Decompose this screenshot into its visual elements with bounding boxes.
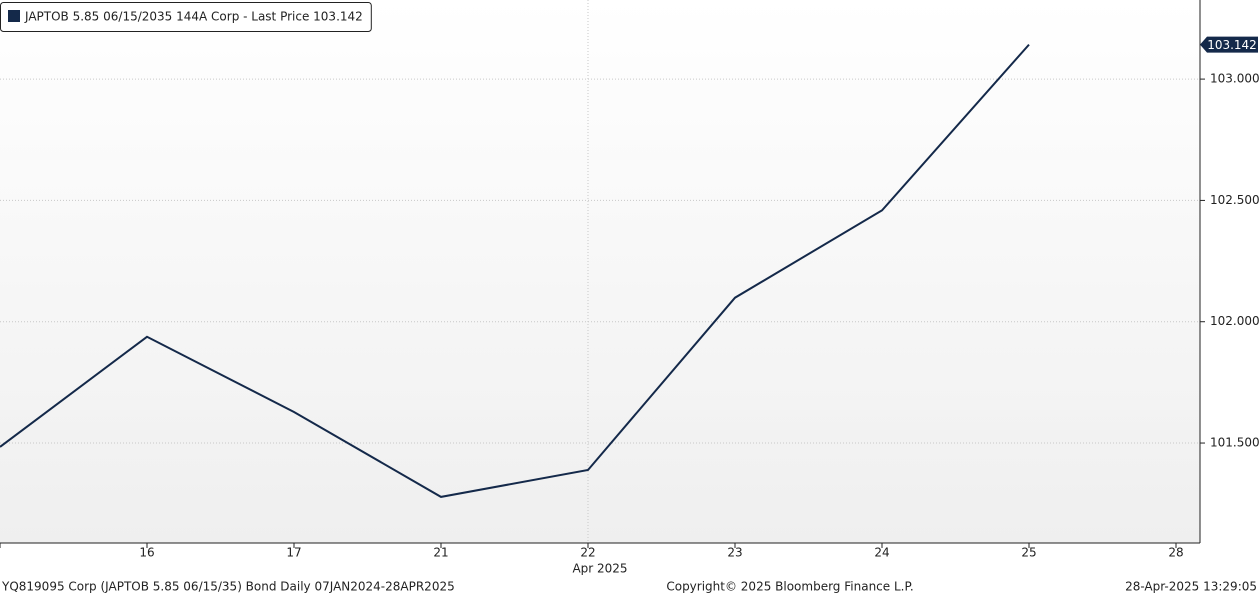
last-price-label: 103.142 [1207,38,1257,52]
y-tick-label: 102.000 [1210,314,1260,328]
legend: JAPTOB 5.85 06/15/2035 144A Corp - Last … [0,2,372,32]
x-tick-label: 23 [727,546,742,560]
y-tick-label: 101.500 [1210,436,1260,450]
footer-center: Copyright© 2025 Bloomberg Finance L.P. [666,580,913,594]
x-sublabel: Apr 2025 [572,562,627,576]
x-tick-label: 25 [1021,546,1036,560]
x-tick-label: 24 [874,546,889,560]
y-tick-label: 103.000 [1210,72,1260,86]
footer-left: YQ819095 Corp (JAPTOB 5.85 06/15/35) Bon… [1,580,455,594]
legend-label: JAPTOB 5.85 06/15/2035 144A Corp - Last … [24,10,363,24]
x-tick-label: 28 [1168,546,1183,560]
x-tick-label: 21 [433,546,448,560]
footer-right: 28-Apr-2025 13:29:05 [1125,580,1257,594]
y-tick-label: 102.500 [1210,193,1260,207]
plot-background [0,0,1200,543]
last-price-flag [1200,36,1258,53]
price-line [0,43,1030,498]
x-tick-label: 16 [139,546,154,560]
legend-swatch [8,10,20,22]
x-tick-label: 22 [580,546,595,560]
legend-box [0,2,372,32]
x-tick-label: 17 [286,546,301,560]
